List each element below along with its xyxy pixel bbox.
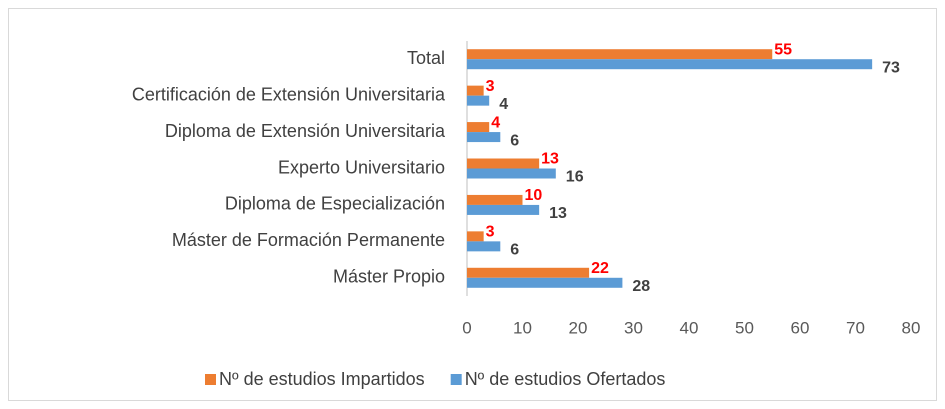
data-label: 3 (486, 224, 495, 241)
y-tick-label: Total (407, 48, 445, 68)
data-label: 4 (491, 114, 500, 131)
data-label: 3 (486, 78, 495, 95)
x-tick-label: 30 (624, 318, 643, 337)
legend-label: Nº de estudios Impartidos (219, 369, 425, 389)
bar (467, 267, 590, 278)
bar (467, 194, 523, 205)
data-label: 13 (541, 151, 559, 168)
data-label: 22 (591, 260, 609, 277)
bar (467, 59, 873, 70)
data-label: 13 (549, 205, 567, 222)
bar (467, 241, 501, 252)
x-tick-label: 50 (735, 318, 754, 337)
x-tick-label: 0 (462, 318, 471, 337)
data-label: 6 (510, 242, 519, 259)
x-tick-label: 60 (791, 318, 810, 337)
legend-swatch (450, 374, 462, 385)
y-tick-label: Experto Universitario (278, 157, 445, 177)
y-tick-label: Máster Propio (333, 267, 445, 287)
data-label: 10 (525, 187, 543, 204)
legend-swatch (205, 374, 216, 385)
data-label: 6 (510, 132, 519, 149)
bar (467, 168, 556, 179)
data-label: 28 (632, 278, 650, 295)
bar (467, 277, 623, 288)
data-label: 16 (566, 169, 584, 186)
bar (467, 204, 540, 215)
bar (467, 49, 773, 60)
data-label: 4 (499, 96, 508, 113)
x-tick-label: 10 (513, 318, 532, 337)
y-tick-label: Certificación de Extensión Universitaria (132, 84, 446, 104)
x-tick-label: 70 (846, 318, 865, 337)
x-tick-label: 40 (680, 318, 699, 337)
x-tick-label: 20 (569, 318, 588, 337)
legend-label: Nº de estudios Ofertados (465, 369, 666, 389)
bar (467, 158, 540, 169)
y-tick-label: Máster de Formación Permanente (172, 230, 445, 250)
bar (467, 85, 484, 96)
y-tick-label: Diploma de Extensión Universitaria (165, 121, 446, 141)
data-label: 73 (882, 59, 900, 76)
bar (467, 95, 490, 106)
x-tick-label: 80 (902, 318, 921, 337)
y-tick-label: Diploma de Especialización (225, 194, 445, 214)
data-label: 55 (774, 41, 792, 58)
bar (467, 132, 501, 143)
bar (467, 231, 484, 242)
bar (467, 122, 490, 133)
